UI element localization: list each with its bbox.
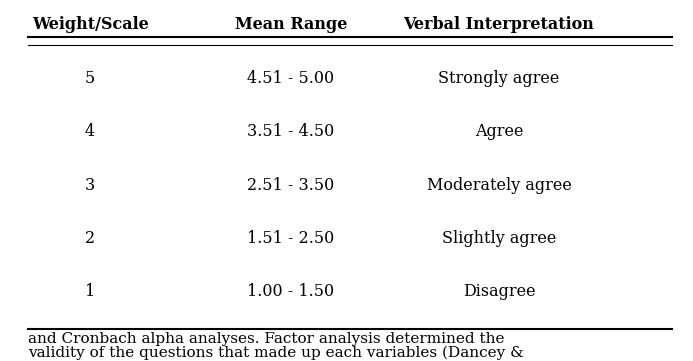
Text: and Cronbach alpha analyses. Factor analysis determined the: and Cronbach alpha analyses. Factor anal… (28, 332, 505, 346)
Text: Strongly agree: Strongly agree (438, 70, 560, 87)
Text: 4.51 - 5.00: 4.51 - 5.00 (247, 70, 335, 87)
Text: 5: 5 (85, 70, 95, 87)
Text: 1.51 - 2.50: 1.51 - 2.50 (247, 230, 335, 247)
Text: 4: 4 (85, 123, 95, 140)
Text: Moderately agree: Moderately agree (426, 177, 572, 193)
Text: Slightly agree: Slightly agree (441, 230, 556, 247)
Text: 1: 1 (85, 283, 95, 300)
Text: 3.51 - 4.50: 3.51 - 4.50 (247, 123, 335, 140)
Text: 2.51 - 3.50: 2.51 - 3.50 (247, 177, 335, 193)
Text: Weight/Scale: Weight/Scale (32, 16, 148, 34)
Text: 1.00 - 1.50: 1.00 - 1.50 (247, 283, 335, 300)
Text: 3: 3 (85, 177, 95, 193)
Text: Agree: Agree (475, 123, 523, 140)
Text: validity of the questions that made up each variables (Dancey &: validity of the questions that made up e… (28, 346, 523, 360)
Text: 2: 2 (85, 230, 95, 247)
Text: Verbal Interpretation: Verbal Interpretation (403, 16, 595, 34)
Text: Disagree: Disagree (463, 283, 535, 300)
Text: Mean Range: Mean Range (235, 16, 347, 34)
